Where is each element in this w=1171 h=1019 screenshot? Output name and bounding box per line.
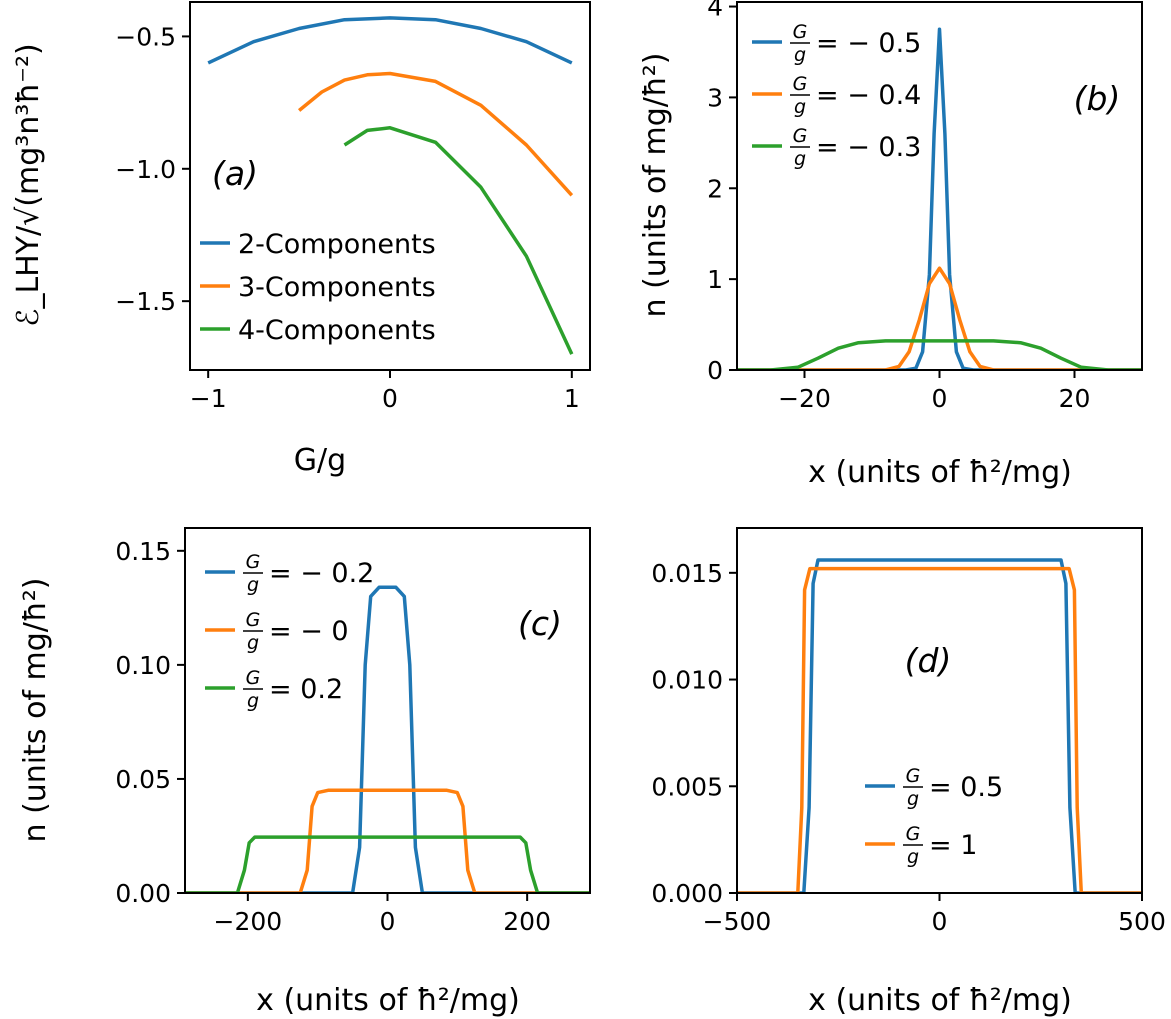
y-tick-label-a: −1.0 (115, 155, 176, 184)
series-line-b-2 (737, 339, 1142, 370)
y-tick-label-a: −1.5 (115, 287, 176, 316)
y-tick-label-d: 0.000 (651, 879, 723, 908)
panel-label-c: (c) (518, 604, 562, 643)
legend-frac-num: G (793, 73, 808, 95)
y-tick-label-c: 0.05 (115, 765, 171, 794)
x-tick-label-b: 20 (1059, 384, 1091, 413)
series-line-d-0 (737, 558, 1142, 893)
series-line-c-1 (185, 788, 590, 893)
legend-label-d-1: = 1 (929, 830, 977, 861)
series-line-d-1 (737, 566, 1142, 893)
y-axis-label-c: n (units of mg/ħ²) (18, 578, 53, 843)
x-tick-label-a: −1 (190, 384, 227, 413)
y-tick-label-c: 0.15 (115, 537, 171, 566)
legend-d: Gg = 0.5 Gg = 1 (865, 765, 1003, 868)
legend-a: 2-Components 3-Components 4-Components (200, 229, 436, 346)
panel-label-d: (d) (905, 641, 952, 680)
x-tick-label-a: 1 (564, 384, 580, 413)
series-line-a-2 (343, 126, 574, 355)
legend-label-a-0: 2-Components (238, 229, 436, 260)
y-tick-label-a: −0.5 (115, 22, 176, 51)
y-tick-label-d: 0.015 (651, 559, 723, 588)
x-tick-label-b: 0 (932, 384, 948, 413)
legend-frac-den: g (794, 96, 806, 118)
y-tick-label-b: 0 (707, 356, 723, 385)
y-tick-label-d: 0.010 (651, 666, 723, 695)
legend-frac-num: G (906, 765, 921, 787)
legend-b: Gg = − 0.5 Gg = − 0.4 Gg = − 0.3 (752, 21, 921, 170)
legend-label-b-1: = − 0.4 (816, 80, 921, 111)
legend-label-b-2: = − 0.3 (816, 132, 921, 163)
x-tick-label-d: −500 (703, 907, 772, 936)
legend-label-a-1: 3-Components (238, 272, 436, 303)
panel-a: −1 0 1 −0.5 −1.0 −1.5 G/g ℰ_LHY/√(mg³n³ħ⁻²) (a) 2… (11, 1, 591, 478)
legend-label-b-0: = − 0.5 (816, 28, 921, 59)
x-axis-label-c: x (units of ħ²/mg) (256, 983, 520, 1018)
y-tick-label-c: 0.00 (115, 879, 171, 908)
x-tick-label-d: 0 (932, 907, 948, 936)
legend-label-c-1: = − 0 (269, 616, 349, 647)
y-axis-label-b: n (units of mg/ħ²) (638, 53, 673, 318)
x-tick-label-a: 0 (382, 384, 398, 413)
legend-frac-num: G (246, 609, 261, 631)
legend-frac-den: g (907, 846, 919, 868)
legend-label-c-2: = 0.2 (269, 674, 343, 705)
legend-frac-num: G (793, 21, 808, 43)
legend-frac-den: g (794, 44, 806, 66)
panel-c: −200 0 200 0.00 0.05 0.10 0.15 x (units of ħ²/m… (18, 527, 591, 1018)
panel-label-b: (b) (1074, 79, 1121, 118)
y-tick-label-b: 4 (707, 0, 723, 22)
x-tick-label-c: −200 (214, 907, 283, 936)
panel-label-a: (a) (212, 154, 258, 193)
x-tick-label-d: 500 (1118, 907, 1166, 936)
panel-d: −500 0 500 0.000 0.005 0.010 0.015 x (units of … (651, 527, 1166, 1018)
series-line-a-1 (297, 71, 574, 197)
y-tick-label-d: 0.005 (651, 772, 723, 801)
series-line-c-2 (185, 835, 590, 893)
legend-label-d-0: = 0.5 (929, 772, 1003, 803)
legend-label-c-0: = − 0.2 (269, 558, 374, 589)
x-tick-label-b: −20 (778, 384, 831, 413)
y-tick-label-b: 2 (707, 174, 723, 203)
series-line-b-1 (737, 266, 1142, 370)
legend-frac-num: G (793, 125, 808, 147)
x-axis-label-d: x (units of ħ²/mg) (808, 983, 1072, 1018)
x-tick-label-c: 200 (503, 907, 551, 936)
legend-frac-num: G (906, 823, 921, 845)
x-tick-label-c: 0 (380, 907, 396, 936)
series-line-c-0 (185, 585, 590, 893)
panel-b: −20 0 20 0 1 2 3 4 x (units of ħ²/mg) n (units of… (638, 0, 1143, 490)
legend-frac-den: g (794, 148, 806, 170)
series-line-a-0 (207, 16, 573, 65)
y-tick-label-b: 1 (707, 265, 723, 294)
y-axis-label-a: ℰ_LHY/√(mg³n³ħ⁻²) (11, 43, 46, 326)
y-tick-label-b: 3 (707, 83, 723, 112)
x-axis-label-a: G/g (294, 443, 346, 478)
legend-frac-den: g (247, 632, 259, 654)
x-axis-label-b: x (units of ħ²/mg) (808, 455, 1072, 490)
legend-frac-num: G (246, 667, 261, 689)
legend-frac-den: g (907, 788, 919, 810)
legend-c: Gg = − 0.2 Gg = − 0 Gg = 0.2 (205, 551, 374, 712)
y-tick-label-c: 0.10 (115, 651, 171, 680)
legend-label-a-2: 4-Components (238, 315, 436, 346)
legend-frac-den: g (247, 574, 259, 596)
legend-frac-num: G (246, 551, 261, 573)
series-line-b-0 (737, 27, 1142, 370)
legend-frac-den: g (247, 690, 259, 712)
